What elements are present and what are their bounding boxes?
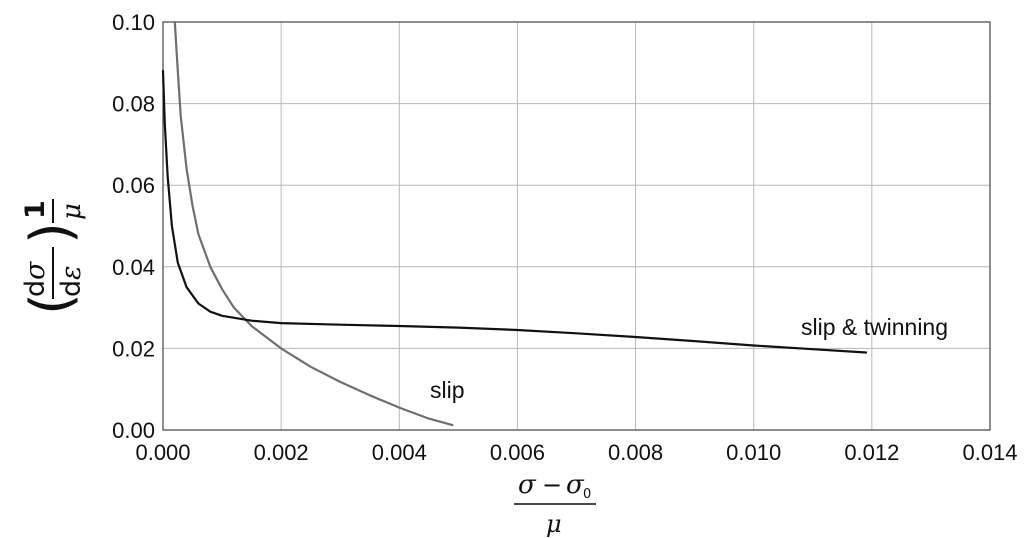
y-label-d-top: d — [20, 280, 51, 297]
y-tick-label: 0.06 — [112, 173, 155, 198]
y-tick-label: 0.08 — [112, 92, 155, 117]
slip-series-line — [173, 20, 454, 427]
y-label-paren-close: ) — [19, 222, 84, 244]
y-tick-label: 0.00 — [112, 418, 155, 443]
plot-frame — [162, 21, 991, 431]
y-tick-label: 0.04 — [112, 255, 155, 280]
x-tick-label: 0.000 — [135, 440, 190, 465]
slip-curve-label: slip — [430, 377, 465, 403]
y-label-one: 1 — [20, 200, 51, 219]
x-tick-label: 0.014 — [962, 440, 1017, 465]
x-tick-label: 0.002 — [254, 440, 309, 465]
x-tick-label: 0.004 — [372, 440, 427, 465]
y-tick-label: 0.10 — [112, 10, 155, 35]
y-label-epsilon: ε — [56, 266, 87, 281]
y-label-sigma: σ — [20, 260, 51, 280]
y-label-d-bottom: d — [56, 280, 87, 297]
series-layer — [161, 20, 868, 427]
x-tick-label: 0.010 — [726, 440, 781, 465]
y-tick-labels: 0.00 0.02 0.04 0.06 0.08 0.10 — [112, 10, 155, 443]
x-label-minus: − — [542, 471, 562, 499]
x-label-mu: μ — [546, 510, 562, 538]
gridlines — [163, 22, 990, 430]
x-axis-label: σ − σ 0 μ — [514, 470, 596, 538]
x-label-subscript: 0 — [583, 487, 591, 502]
y-tick-label: 0.02 — [112, 336, 155, 361]
x-tick-labels: 0.000 0.002 0.004 0.006 0.008 0.010 0.012 0.014 — [135, 440, 1017, 465]
slip-twinning-series-line — [161, 69, 868, 354]
y-label-mu: μ — [57, 203, 87, 220]
y-axis-label: ( d σ d ε ) 1 μ — [19, 199, 87, 315]
x-label-sigma-zero: σ — [566, 470, 585, 500]
x-tick-label: 0.008 — [608, 440, 663, 465]
slip-twinning-curve-label: slip & twinning — [801, 314, 948, 340]
x-tick-label: 0.012 — [844, 440, 899, 465]
plot-area — [163, 22, 990, 430]
x-label-sigma: σ — [518, 470, 537, 500]
x-tick-label: 0.006 — [490, 440, 545, 465]
y-label-paren-open: ( — [19, 293, 84, 315]
